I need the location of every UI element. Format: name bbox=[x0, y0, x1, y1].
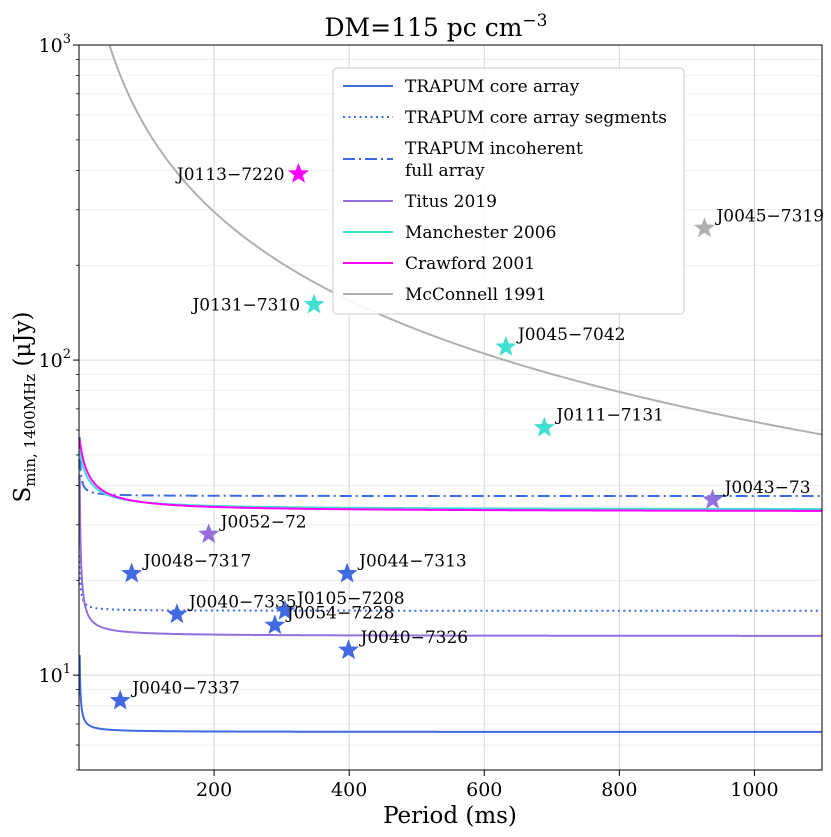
pulsar-label: J0043−73 bbox=[723, 478, 811, 498]
y-tick-label: 101 bbox=[39, 662, 71, 687]
pulsar-label: J0040−7337 bbox=[130, 679, 240, 699]
pulsar-label: J0113−7220 bbox=[175, 165, 285, 185]
plot-frame bbox=[78, 44, 823, 771]
y-axis-label: Smin, 1400MHz (μJy) bbox=[10, 312, 39, 503]
legend-label: TRAPUM core array bbox=[405, 77, 580, 97]
pulsar-star bbox=[274, 599, 296, 620]
x-tick-label: 800 bbox=[601, 779, 637, 801]
pulsar-label: J0044−7313 bbox=[357, 552, 467, 572]
series-line bbox=[79, 450, 822, 510]
legend: TRAPUM core array TRAPUM core array segme… bbox=[332, 67, 685, 315]
series-line bbox=[79, 436, 822, 498]
legend-label: Crawford 2001 bbox=[405, 254, 535, 274]
x-tick-label: 200 bbox=[196, 779, 232, 801]
pulsar-label: J0105−7208 bbox=[295, 589, 405, 609]
x-axis-label: Period (ms) bbox=[383, 803, 517, 829]
pulsar-label: J0111−7131 bbox=[554, 406, 664, 426]
legend-label: Manchester 2006 bbox=[405, 223, 556, 243]
pulsar-label: J0052−72 bbox=[219, 512, 307, 532]
series-line bbox=[79, 439, 822, 512]
pulsar-label: J0040−7326 bbox=[359, 628, 469, 648]
legend-label: Titus 2019 bbox=[405, 192, 497, 212]
pulsar-star bbox=[109, 689, 131, 710]
legend-label: TRAPUM core array segments bbox=[405, 108, 667, 128]
legend-label: McConnell 1991 bbox=[405, 285, 547, 305]
pulsar-star bbox=[121, 562, 143, 583]
x-tick-label: 600 bbox=[466, 779, 502, 801]
pulsar-label: J0131−7310 bbox=[190, 296, 300, 316]
legend-label: full array bbox=[405, 161, 485, 181]
pulsar-star bbox=[702, 488, 724, 509]
pulsar-star bbox=[288, 162, 309, 183]
pulsar-star bbox=[264, 614, 286, 635]
axes: 101 102 103 200 400 600 800 1000 bbox=[39, 32, 779, 801]
pulsar-star bbox=[533, 416, 555, 437]
legend-box bbox=[332, 67, 685, 315]
pulsar-markers: J0113−7220 J0045−7319 J0131−7310 J0045−7042… bbox=[109, 162, 824, 710]
legend-label: TRAPUM incoherent bbox=[405, 139, 583, 159]
pulsar-star bbox=[198, 523, 220, 544]
pulsar-star bbox=[336, 562, 358, 583]
pulsar-label: J0054−7228 bbox=[285, 603, 395, 623]
y-tick-label: 103 bbox=[39, 32, 71, 57]
pulsar-star bbox=[166, 603, 188, 624]
x-tick-label: 1000 bbox=[730, 779, 778, 801]
pulsar-label: J0040−7335 bbox=[187, 592, 297, 612]
pulsar-label: J0045−7042 bbox=[516, 325, 626, 345]
series-line bbox=[79, 654, 822, 733]
pulsar-label: J0045−7319 bbox=[714, 206, 824, 226]
x-tick-label: 400 bbox=[331, 779, 367, 801]
pulsar-star bbox=[303, 293, 325, 314]
pulsar-label: J0048−7317 bbox=[142, 552, 252, 572]
pulsar-star bbox=[338, 639, 359, 660]
chart-title: DM=115 pc cm−3 bbox=[325, 11, 548, 42]
y-tick-label: 102 bbox=[39, 347, 71, 372]
pulsar-star bbox=[694, 217, 715, 238]
pulsar-star bbox=[495, 336, 517, 356]
series-line bbox=[79, 474, 822, 637]
series-line bbox=[79, 555, 822, 612]
